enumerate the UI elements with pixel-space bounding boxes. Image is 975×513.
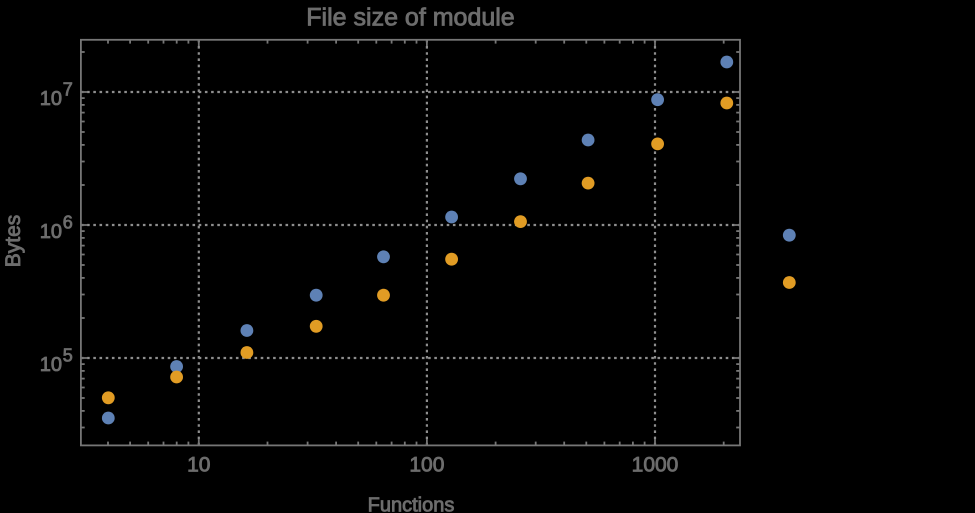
svg-text:7: 7: [63, 80, 73, 100]
svg-text:File size of module: File size of module: [306, 4, 514, 32]
svg-text:1000: 1000: [632, 454, 679, 477]
svg-text:5: 5: [63, 346, 73, 366]
svg-text:Functions: Functions: [368, 494, 455, 513]
svg-text:10: 10: [40, 88, 62, 110]
svg-text:10: 10: [187, 454, 210, 477]
svg-text:10: 10: [40, 221, 62, 243]
svg-text:10: 10: [40, 354, 62, 376]
svg-text:Bytes: Bytes: [2, 215, 25, 268]
svg-text:100: 100: [409, 454, 444, 477]
svg-text:6: 6: [63, 213, 73, 233]
